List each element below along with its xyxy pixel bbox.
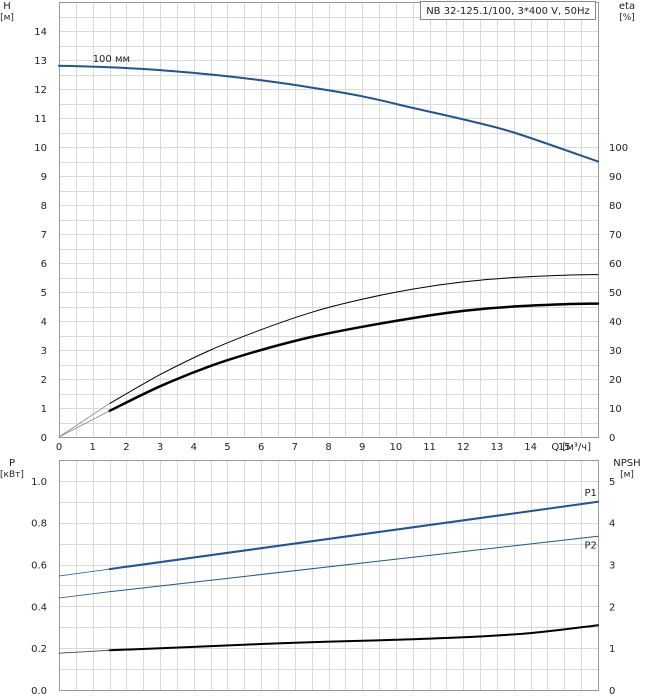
y2-tick-label: 60: [609, 259, 622, 270]
npsh-tick-label: 3: [609, 561, 615, 572]
x-tick-label: 14: [524, 442, 537, 453]
p2-label: P2: [585, 540, 597, 551]
power-tick-label: 1.0: [31, 477, 47, 488]
x-tick-label: 2: [123, 442, 129, 453]
top-plot-frame: [59, 2, 599, 438]
power-axis-title: P [кВт]: [0, 458, 24, 480]
y-tick-label: 14: [34, 27, 47, 38]
x-tick-label: 0: [56, 442, 62, 453]
x-tick-label: 11: [423, 442, 436, 453]
head-curve: [58, 64, 599, 163]
y2-tick-label: 20: [609, 375, 622, 386]
y-tick-label: 7: [41, 230, 47, 241]
efficiency-extension: [58, 403, 110, 438]
y2-axis-title: eta [%]: [619, 1, 635, 23]
y2-tick-label: 90: [609, 172, 622, 183]
npsh-extension: [58, 649, 110, 654]
npsh-tick-label: 2: [609, 602, 615, 613]
x-tick-label: 7: [292, 442, 298, 453]
title-box: [420, 1, 596, 20]
y-tick-label: 5: [41, 288, 47, 299]
y-tick-label: 12: [34, 85, 47, 96]
y2-tick-label: 40: [609, 317, 622, 328]
x-tick-label: 9: [359, 442, 365, 453]
x-tick-label: 3: [157, 442, 163, 453]
x-tick-label: 12: [457, 442, 470, 453]
y-tick-label: 4: [41, 317, 47, 328]
curve-label-100mm: 100 мм: [93, 54, 130, 65]
x-tick-label: 4: [191, 442, 197, 453]
npsh-tick-label: 4: [609, 519, 615, 530]
y2-tick-label: 80: [609, 201, 622, 212]
power-tick-label: 0.2: [31, 644, 47, 655]
p1-label: P1: [585, 488, 597, 499]
y-tick-label: 6: [41, 259, 47, 270]
x-axis-label: Q [м³/ч]: [551, 442, 591, 453]
y2-tick-label: 100: [609, 143, 628, 154]
p2-extension: [58, 591, 110, 599]
y2-tick-label: 10: [609, 404, 622, 415]
y-tick-label: 13: [34, 56, 47, 67]
y-tick-label: 9: [41, 172, 47, 183]
npsh-tick-label: 0: [609, 686, 615, 697]
y-tick-label: 3: [41, 346, 47, 357]
x-tick-label: 1: [90, 442, 96, 453]
y-tick-label: 0: [41, 433, 47, 444]
p1-extension: [58, 568, 110, 577]
efficiency-curve: [109, 274, 599, 405]
efficiency-curve-2: [108, 302, 600, 413]
x-tick-label: 13: [491, 442, 504, 453]
y2-tick-label: 50: [609, 288, 622, 299]
power-tick-label: 0.0: [31, 686, 47, 697]
y-tick-label: 2: [41, 375, 47, 386]
efficiency-extension-2: [58, 410, 110, 438]
y2-tick-label: 0: [609, 433, 615, 444]
y-tick-label: 8: [41, 201, 47, 212]
x-tick-label: 6: [258, 442, 264, 453]
x-tick-label: 10: [390, 442, 403, 453]
power-tick-label: 0.4: [31, 602, 47, 613]
y-tick-label: 11: [34, 114, 47, 125]
p1-power-curve: [108, 500, 599, 571]
y2-tick-label: 70: [609, 230, 622, 241]
y-tick-label: 10: [34, 143, 47, 154]
chart-title: NB 32-125.1/100, 3*400 V, 50Hz: [426, 6, 590, 17]
power-tick-label: 0.6: [31, 561, 47, 572]
x-tick-label: 15: [558, 442, 571, 453]
npsh-axis-title: NPSH [м]: [613, 458, 640, 480]
bottom-plot-frame: [59, 460, 599, 691]
npsh-tick-label: 5: [609, 477, 615, 488]
x-tick-label: 8: [325, 442, 331, 453]
y2-tick-label: 30: [609, 346, 622, 357]
x-tick-label: 5: [224, 442, 230, 453]
y-tick-label: 1: [41, 404, 47, 415]
npsh-curve: [108, 624, 599, 652]
power-tick-label: 0.8: [31, 519, 47, 530]
y-axis-title: H [м]: [0, 1, 14, 23]
npsh-tick-label: 1: [609, 644, 615, 655]
p2-power-curve: [109, 535, 599, 593]
